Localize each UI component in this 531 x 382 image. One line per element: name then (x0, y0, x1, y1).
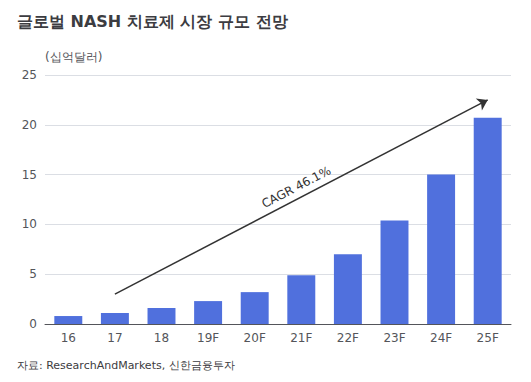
svg-text:0: 0 (29, 317, 37, 331)
svg-text:22F: 22F (337, 331, 359, 345)
svg-text:15: 15 (22, 168, 37, 182)
svg-text:CAGR 46.1%: CAGR 46.1% (259, 164, 333, 212)
svg-text:20F: 20F (244, 331, 266, 345)
svg-text:25: 25 (22, 68, 37, 82)
svg-text:18: 18 (154, 331, 169, 345)
svg-text:19F: 19F (197, 331, 219, 345)
svg-text:글로벌 NASH 치료제 시장 규모 전망: 글로벌 NASH 치료제 시장 규모 전망 (17, 12, 288, 31)
svg-text:25F: 25F (477, 331, 499, 345)
svg-text:24F: 24F (430, 331, 452, 345)
svg-text:21F: 21F (290, 331, 312, 345)
svg-text:23F: 23F (383, 331, 405, 345)
svg-text:20: 20 (22, 118, 37, 132)
svg-text:17: 17 (107, 331, 122, 345)
svg-text:(십억달러): (십억달러) (45, 50, 102, 64)
svg-text:자료: ResearchAndMarkets, 신한금융투자: 자료: ResearchAndMarkets, 신한금융투자 (17, 359, 235, 372)
svg-text:10: 10 (22, 217, 37, 231)
svg-text:5: 5 (29, 267, 37, 281)
svg-text:16: 16 (61, 331, 76, 345)
